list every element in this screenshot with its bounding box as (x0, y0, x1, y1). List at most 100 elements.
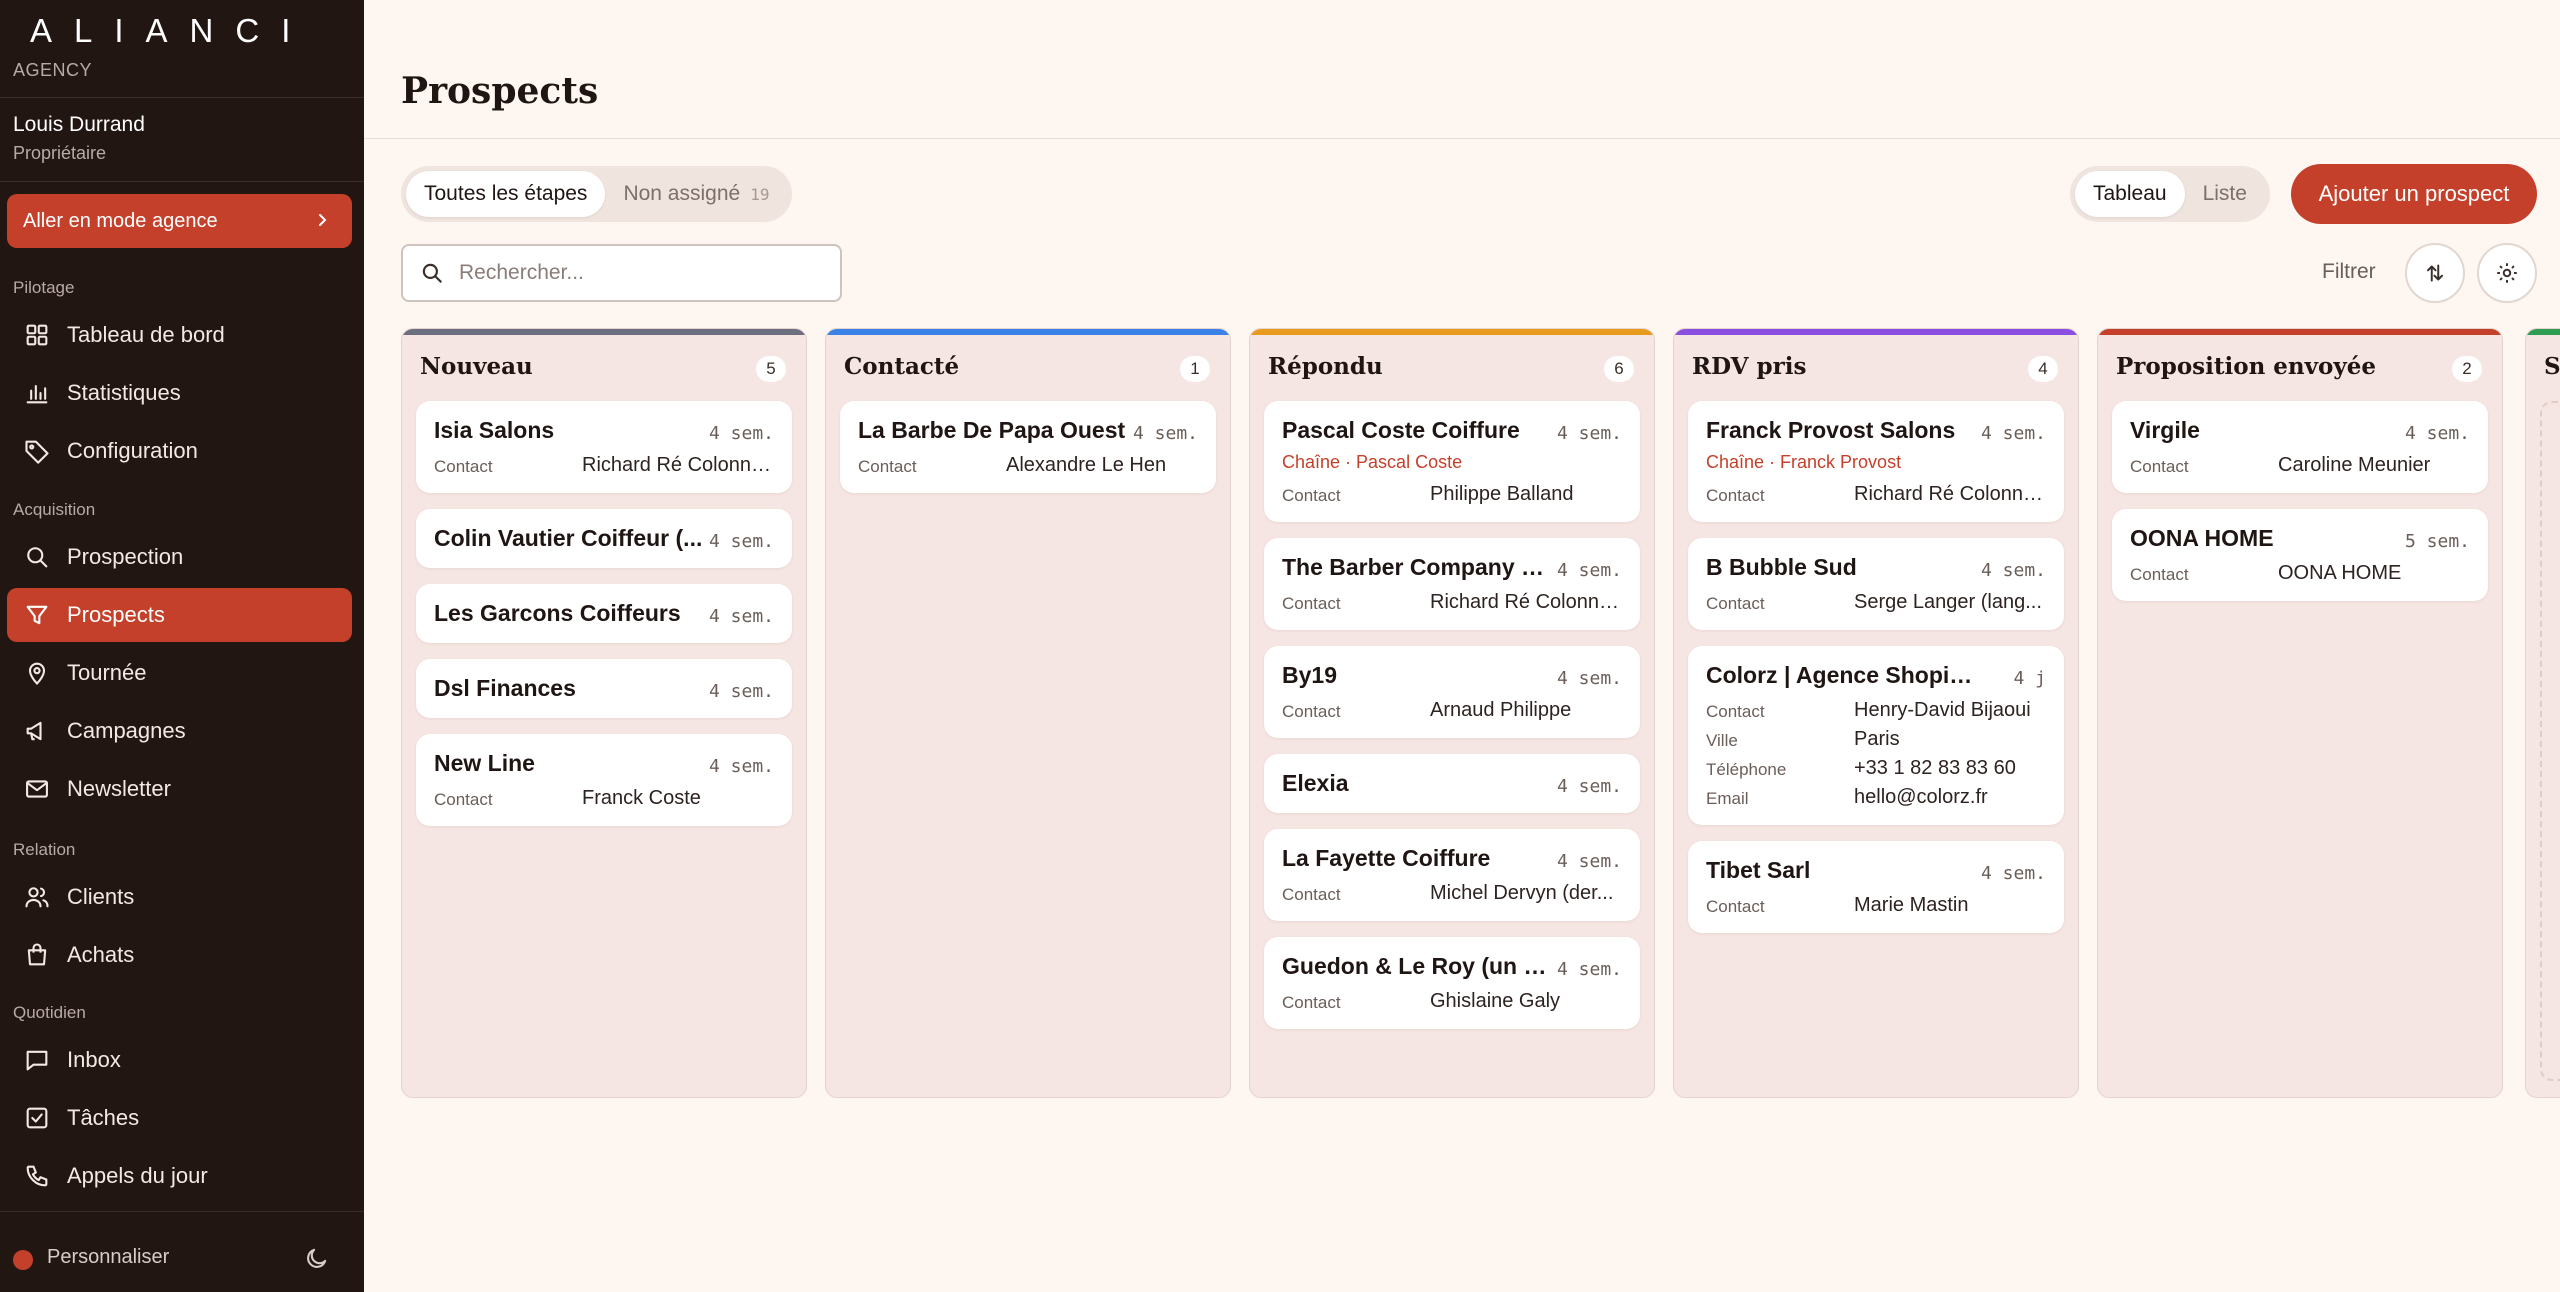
prospect-card[interactable]: Isia Salons 4 sem. Contact Richard Ré Colon… (416, 401, 792, 493)
sidebar-item-dashboard[interactable]: Tableau de bord (7, 308, 352, 362)
add-prospect-button[interactable]: Ajouter un prospect (2291, 164, 2537, 224)
prospect-card[interactable]: Franck Provost Salons 4 sem. Chaîne · Fran… (1688, 401, 2064, 522)
sidebar-item-clients[interactable]: Clients (7, 870, 352, 924)
prospect-name: The Barber Company S... (1282, 554, 1552, 580)
users-icon (25, 887, 49, 908)
brand-logo: ALIANCI (30, 12, 313, 49)
field-value: Franck Coste (582, 787, 701, 809)
sidebar-item-tour[interactable]: Tournée (7, 646, 352, 700)
prospect-card[interactable]: New Line 4 sem. Contact Franck Coste (416, 734, 792, 826)
sort-button[interactable] (2405, 243, 2465, 303)
chevron-right-icon (319, 214, 327, 226)
search-box (401, 244, 842, 302)
field-label: Contact (2130, 565, 2189, 584)
prospect-name: La Fayette Coiffure (1282, 845, 1491, 871)
sidebar-item-prospects[interactable]: Prospects (7, 588, 352, 642)
megaphone-icon (26, 721, 42, 741)
prospect-card[interactable]: B Bubble Sud 4 sem. Contact Serge Langer (l… (1688, 538, 2064, 630)
field-label: Contact (1706, 897, 1765, 916)
column-color-bar (2526, 329, 2560, 335)
field-value: Arnaud Philippe (1430, 699, 1572, 721)
prospect-field: Ville Paris (1706, 728, 2046, 751)
prospect-card[interactable]: Virgile 4 sem. Contact Caroline Meunier (2112, 401, 2488, 493)
sidebar-item-tasks[interactable]: Tâches (7, 1091, 352, 1145)
agency-mode-button[interactable]: Aller en mode agence (7, 194, 352, 248)
prospect-card[interactable]: La Fayette Coiffure 4 sem. Contact Michel D… (1264, 829, 1640, 921)
prospect-card[interactable]: Tibet Sarl 4 sem. Contact Marie Mastin (1688, 841, 2064, 933)
theme-color-swatch[interactable] (13, 1250, 33, 1270)
prospect-age: 4 sem. (2404, 423, 2470, 444)
user-name[interactable]: Louis Durrand (13, 113, 145, 136)
mail-icon (26, 780, 48, 798)
field-label: Contact (1706, 486, 1765, 505)
sidebar-item-label: Prospects (67, 602, 165, 627)
view-board-tab[interactable]: Tableau (2075, 171, 2185, 217)
prospect-card[interactable]: The Barber Company S... 4 sem. Contact Rich… (1264, 538, 1640, 630)
prospect-card[interactable]: Colorz | Agence Shopify Pl... 4 j Contact H… (1688, 646, 2064, 825)
prospect-age: 5 sem. (2404, 531, 2470, 552)
agency-mode-label: Aller en mode agence (23, 209, 218, 232)
column-1: Contacté 1 La Barbe De Papa Ouest 4 sem. Con… (825, 328, 1231, 1098)
column-color-bar (2098, 329, 2502, 335)
prospect-age: 4 sem. (1556, 776, 1622, 797)
filter-button[interactable]: Filtrer (2322, 260, 2376, 283)
prospect-age: 4 sem. (1980, 560, 2046, 581)
column-title: RDV pris (1692, 353, 1807, 380)
sidebar-item-calls[interactable]: Appels du jour (7, 1149, 352, 1203)
customize-link[interactable]: Personnaliser (47, 1246, 170, 1268)
prospect-age: 4 sem. (1556, 423, 1622, 444)
search-icon (27, 547, 48, 568)
sidebar-item-newsletter[interactable]: Newsletter (7, 762, 352, 816)
prospect-field: Contact Henry-David Bijaoui (1706, 699, 2046, 722)
prospect-name: Dsl Finances (434, 675, 576, 701)
field-value: Richard Ré Colonna... (582, 454, 774, 476)
unassigned-tab[interactable]: Non assigné 19 (605, 171, 787, 217)
prospect-card[interactable]: Elexia 4 sem. (1264, 754, 1640, 813)
prospect-age: 4 sem. (708, 423, 774, 444)
field-value: Alexandre Le Hen (1006, 454, 1167, 476)
prospect-card[interactable]: OONA HOME 5 sem. Contact OONA HOME (2112, 509, 2488, 601)
prospect-field: Contact Alexandre Le Hen (858, 454, 1198, 477)
search-input[interactable] (459, 261, 839, 285)
field-value: Richard Ré Colonna... (1854, 483, 2046, 505)
prospect-age: 4 sem. (708, 681, 774, 702)
divider (364, 138, 2560, 139)
sidebar-item-label: Tournée (67, 660, 147, 685)
field-value: Paris (1854, 728, 1900, 750)
prospect-card[interactable]: Pascal Coste Coiffure 4 sem. Chaîne · Pasc… (1264, 401, 1640, 522)
section-pilotage: Pilotage (13, 278, 75, 297)
field-label: Contact (858, 457, 917, 476)
sidebar-item-stats[interactable]: Statistiques (7, 366, 352, 420)
sidebar-item-inbox[interactable]: Inbox (7, 1033, 352, 1087)
map-pin-icon (28, 662, 46, 685)
prospect-name: Les Garcons Coiffeurs (434, 600, 681, 626)
section-quotidien: Quotidien (13, 1003, 86, 1022)
prospect-name: B Bubble Sud (1706, 554, 1857, 580)
prospect-card[interactable]: Guedon & Le Roy (un G... 4 sem. Contact Ghi… (1264, 937, 1640, 1029)
grid-icon (26, 324, 48, 346)
prospect-card[interactable]: By19 4 sem. Contact Arnaud Philippe (1264, 646, 1640, 738)
sidebar-item-purchases[interactable]: Achats (7, 928, 352, 982)
prospect-card[interactable]: Colin Vautier Coiffeur (... 4 sem. (416, 509, 792, 568)
view-list-tab[interactable]: Liste (2202, 182, 2247, 205)
page-title: Prospects (401, 70, 599, 112)
column-color-bar (1250, 329, 1654, 335)
prospect-card[interactable]: Les Garcons Coiffeurs 4 sem. (416, 584, 792, 643)
sidebar-item-campaigns[interactable]: Campagnes (7, 704, 352, 758)
prospect-field: Contact Richard Ré Colonna... (1282, 591, 1622, 614)
field-label: Contact (1706, 594, 1765, 613)
prospect-age: 4 j (2013, 668, 2046, 689)
prospect-card[interactable]: Dsl Finances 4 sem. (416, 659, 792, 718)
stage-all-tab[interactable]: Toutes les étapes (406, 171, 606, 217)
settings-button[interactable] (2477, 243, 2537, 303)
moon-icon[interactable] (303, 1244, 331, 1272)
checkbox-icon (26, 1107, 48, 1129)
prospect-age: 4 sem. (1132, 423, 1198, 444)
bar-chart-icon (26, 384, 48, 404)
sidebar-item-config[interactable]: Configuration (7, 424, 352, 478)
sidebar-item-prospection[interactable]: Prospection (7, 530, 352, 584)
prospect-card[interactable]: La Barbe De Papa Ouest 4 sem. Contact Alexa… (840, 401, 1216, 493)
sidebar-item-label: Campagnes (67, 718, 186, 743)
prospect-age: 4 sem. (708, 756, 774, 777)
prospect-name: Guedon & Le Roy (un G... (1282, 953, 1552, 979)
